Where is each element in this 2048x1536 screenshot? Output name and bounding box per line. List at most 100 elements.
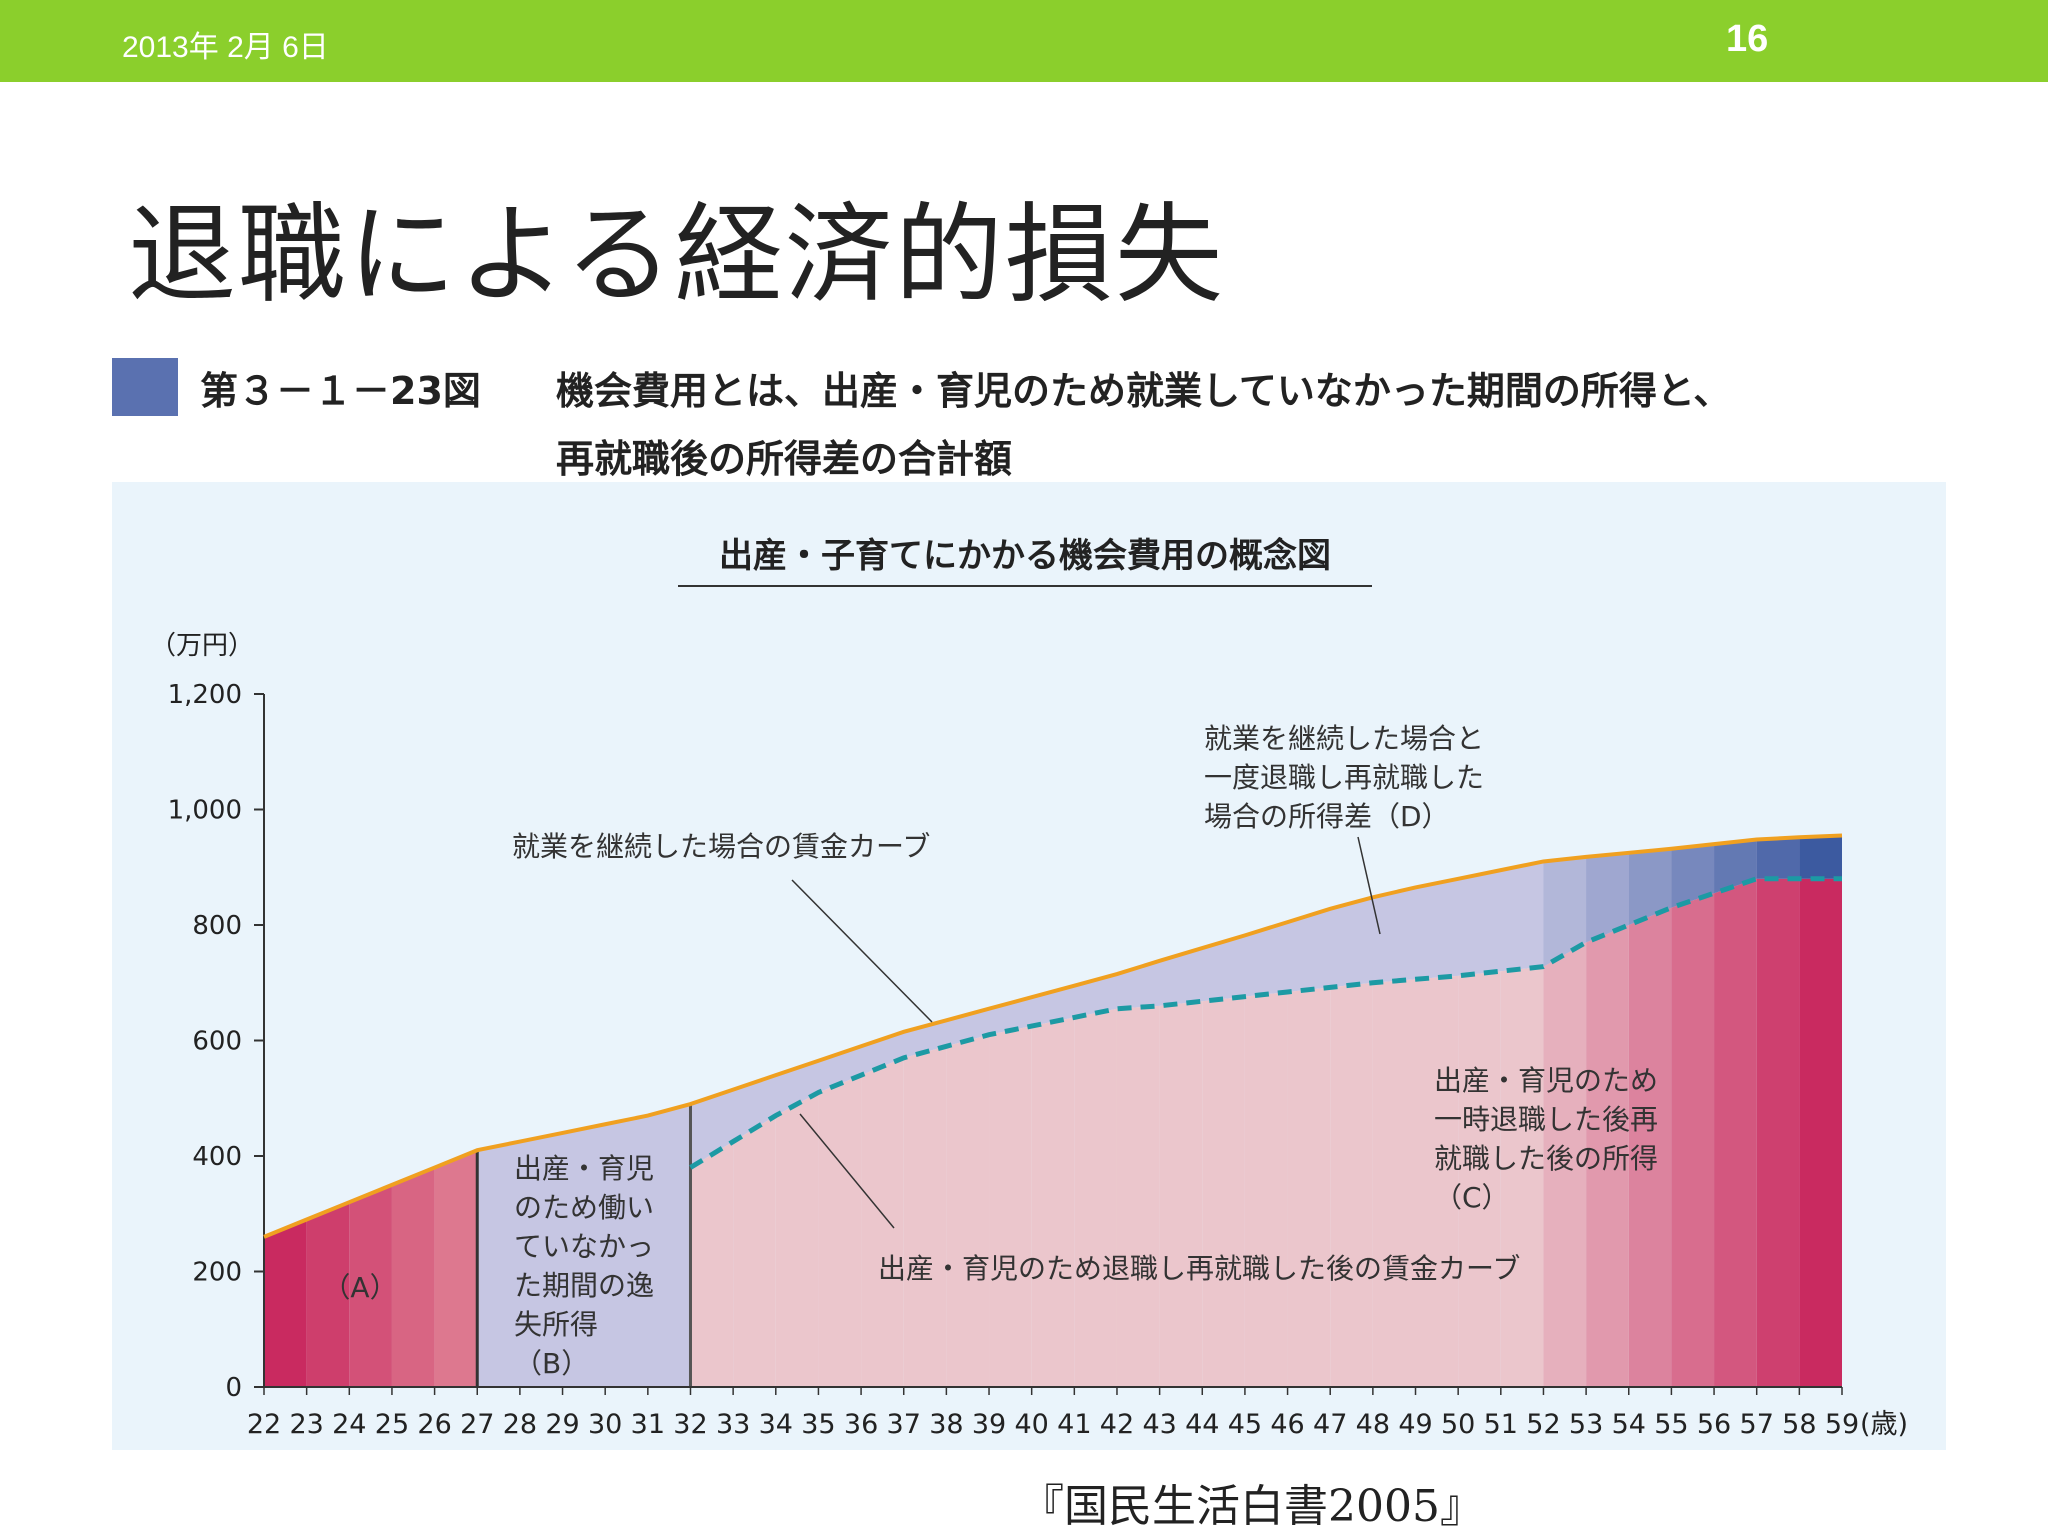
x-tick-label: 37 <box>887 1409 921 1440</box>
x-tick-label: 36 <box>844 1409 878 1440</box>
caption-swatch <box>112 358 178 416</box>
chart-panel: 出産・子育てにかかる機会費用の概念図 （万円） 0 200 400 600 800 1,0… <box>112 482 1946 1450</box>
figure-caption-line1: 機会費用とは、出産・育児のため就業していなかった期間の所得と、 <box>556 369 1732 413</box>
region-c-band <box>1543 942 1587 1387</box>
region-d-band <box>1586 852 1629 943</box>
x-tick-label: 40 <box>1014 1409 1048 1440</box>
region-c-band <box>1116 1005 1160 1387</box>
x-tick-label: 52 <box>1526 1409 1560 1440</box>
x-tick-label: 44 <box>1185 1409 1219 1440</box>
x-tick-label: 30 <box>588 1409 622 1440</box>
x-tick-label: 47 <box>1313 1409 1347 1440</box>
region-a-band <box>306 1202 350 1387</box>
region-c-band <box>1244 991 1288 1387</box>
x-tick-label: 32 <box>673 1409 707 1440</box>
region-c-band <box>1415 975 1459 1387</box>
region-c-band <box>775 1092 819 1387</box>
x-tick-label: 31 <box>631 1409 665 1440</box>
x-tick-label: 51 <box>1484 1409 1518 1440</box>
x-tick-label: 46 <box>1270 1409 1304 1440</box>
x-tick-label: 24 <box>332 1409 366 1440</box>
region-a-band <box>349 1184 392 1387</box>
annotation-a: （A） <box>322 1271 397 1304</box>
y-tick-label: 1,200 <box>168 680 242 710</box>
chart-title: 出産・子育てにかかる機会費用の概念図 <box>719 536 1331 576</box>
region-d-band <box>1799 835 1842 879</box>
leader-line <box>1357 836 1381 935</box>
x-tick-label: 55 <box>1654 1409 1688 1440</box>
series-label-reemployed: 出産・育児のため退職し再就職した後の賃金カーブ <box>878 1252 1520 1285</box>
y-tick-label: 400 <box>192 1142 242 1172</box>
region-c-band <box>903 1046 947 1387</box>
x-tick-label: 29 <box>545 1409 579 1440</box>
region-c-band <box>1500 966 1544 1387</box>
region-c-band <box>1031 1017 1075 1387</box>
region-c-band <box>1159 1001 1203 1387</box>
x-tick-label: 39 <box>972 1409 1006 1440</box>
region-c-band <box>1372 979 1416 1387</box>
x-tick-label: 27 <box>460 1409 494 1440</box>
y-tick-label: 0 <box>225 1373 242 1403</box>
region-c-band <box>1330 982 1373 1387</box>
region-c-band <box>1287 987 1331 1387</box>
annotation-d: 就業を継続した場合と一度退職し再就職した場合の所得差（D） <box>1204 722 1484 833</box>
region-c-band <box>1202 996 1245 1387</box>
x-tick-label: 50 <box>1441 1409 1475 1440</box>
region-d-band <box>1756 837 1800 879</box>
y-tick-label: 200 <box>192 1258 242 1288</box>
x-tick-label: 59 <box>1825 1409 1859 1440</box>
header-bar: 2013年 2月 6日 16 <box>0 0 2048 82</box>
y-tick-label: 1,000 <box>168 796 242 826</box>
page-number: 16 <box>1726 18 1769 60</box>
region-c-band <box>989 1026 1032 1387</box>
x-tick-label: 38 <box>929 1409 963 1440</box>
x-tick-label: 26 <box>417 1409 451 1440</box>
region-c-band <box>1628 907 1672 1387</box>
region-d-band <box>1628 848 1672 925</box>
region-c-band <box>1756 878 1800 1387</box>
x-axis-unit: (歳) <box>1860 1409 1908 1440</box>
leader-line <box>791 879 933 1023</box>
x-tick-label: 58 <box>1782 1409 1816 1440</box>
leader-line <box>799 1113 895 1229</box>
region-c-band <box>1671 893 1715 1387</box>
x-tick-label: 25 <box>375 1409 409 1440</box>
x-tick-label: 48 <box>1356 1409 1390 1440</box>
series-label-continuous: 就業を継続した場合の賃金カーブ <box>512 830 930 863</box>
x-tick-label: 54 <box>1612 1409 1646 1440</box>
figure-caption-line2: 再就職後の所得差の合計額 <box>556 437 1013 481</box>
x-tick-label: 23 <box>289 1409 323 1440</box>
region-c-band <box>1714 878 1757 1387</box>
y-tick-label: 800 <box>192 911 242 941</box>
annotation-c: 出産・育児のため一時退職した後再就職した後の所得（C） <box>1434 1064 1658 1214</box>
continuous-wage-line <box>263 833 1843 1239</box>
opportunity-cost-chart: 出産・子育てにかかる機会費用の概念図 （万円） 0 200 400 600 800 1,0… <box>150 536 1908 1440</box>
region-c-band <box>1458 971 1501 1387</box>
region-a-band <box>434 1150 478 1387</box>
x-tick-label: 57 <box>1740 1409 1774 1440</box>
figure-number: 第３－１－23図 <box>200 369 481 413</box>
region-c-band <box>690 1141 734 1387</box>
y-axis-unit: （万円） <box>150 631 254 661</box>
slide-title: 退職による経済的損失 <box>128 193 1225 318</box>
reemployed-wage-line <box>689 876 1842 1170</box>
region-a-band <box>264 1219 307 1387</box>
x-tick-label: 34 <box>759 1409 793 1440</box>
region-a-band <box>391 1167 435 1387</box>
x-tick-label: 43 <box>1142 1409 1176 1440</box>
region-c-band <box>733 1115 776 1387</box>
x-tick-label: 22 <box>247 1409 281 1440</box>
x-tick-label: 56 <box>1697 1409 1731 1440</box>
source-citation: 『国民生活白書2005』 <box>1020 1481 1484 1532</box>
x-tick-label: 49 <box>1398 1409 1432 1440</box>
region-c-band <box>946 1034 990 1387</box>
region-c-band <box>1586 925 1629 1387</box>
x-tick-label: 53 <box>1569 1409 1603 1440</box>
x-tick-label: 33 <box>716 1409 750 1440</box>
slide-date: 2013年 2月 6日 <box>122 31 329 64</box>
region-c-band <box>1799 878 1842 1387</box>
region-c-band <box>818 1075 862 1387</box>
region-c-band <box>1074 1008 1117 1387</box>
annotation-b: 出産・育児のため働いていなかった期間の逸失所得（B） <box>514 1152 654 1380</box>
x-tick-label: 28 <box>503 1409 537 1440</box>
